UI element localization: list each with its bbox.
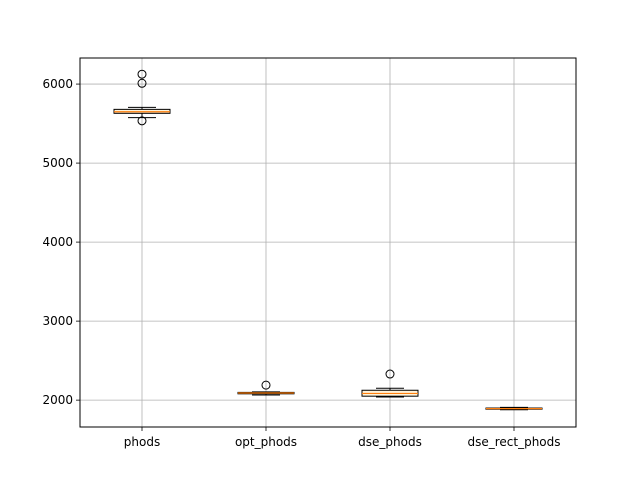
- y-tick-label: 5000: [42, 156, 73, 170]
- grid-lines: [80, 58, 576, 427]
- y-tick-label: 4000: [42, 235, 73, 249]
- y-tick-label: 6000: [42, 77, 73, 91]
- x-axis-ticks: phods opt_phods dse_phods dse_rect_phods: [124, 427, 561, 449]
- x-tick-label: phods: [124, 435, 160, 449]
- y-tick-label: 2000: [42, 393, 73, 407]
- outlier-point: [261, 380, 271, 390]
- y-tick-label: 3000: [42, 314, 73, 328]
- box-phods: [113, 69, 171, 126]
- y-axis-ticks: 2000 3000 4000 5000 6000: [42, 77, 80, 407]
- outlier-point: [137, 69, 147, 79]
- outlier-point: [385, 369, 395, 379]
- box-dse_rect_phods: [485, 406, 543, 411]
- box-dse_phods: [361, 369, 419, 398]
- x-tick-label: opt_phods: [235, 435, 297, 449]
- outlier-point: [137, 116, 147, 126]
- x-tick-label: dse_phods: [358, 435, 422, 449]
- box-opt_phods: [237, 380, 295, 396]
- x-tick-label: dse_rect_phods: [467, 435, 560, 449]
- boxes: [113, 69, 543, 411]
- outlier-point: [137, 78, 147, 88]
